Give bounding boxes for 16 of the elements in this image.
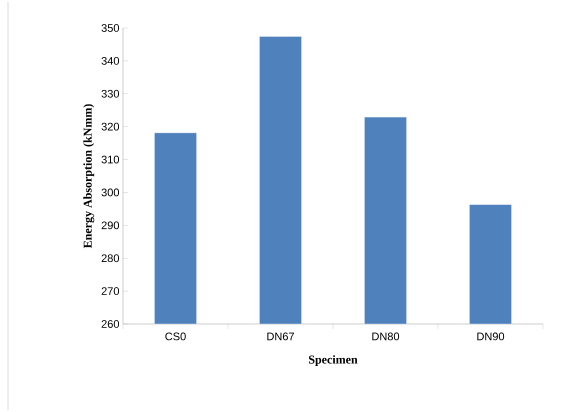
y-tick-label: 330 [102, 90, 120, 98]
x-axis-title: Specimen [308, 355, 358, 366]
y-tick-label: 270 [102, 287, 120, 295]
x-tick-label: DN67 [267, 332, 294, 340]
y-tick-label: 290 [102, 221, 120, 230]
y-tick-label: 340 [102, 57, 120, 65]
x-tick-label: DN90 [477, 332, 504, 340]
y-tick-label: 300 [102, 188, 120, 196]
y-tick-label: 310 [102, 156, 120, 164]
y-axis-title: Energy Absorption (kNmm) [83, 104, 94, 248]
y-tick-label: 350 [102, 24, 120, 32]
y-tick-label: 260 [102, 320, 120, 328]
x-tick-label: CS0 [165, 332, 186, 340]
y-tick-label: 280 [102, 254, 120, 262]
x-tick-label: DN80 [372, 332, 400, 340]
y-tick-label: 320 [102, 122, 120, 131]
